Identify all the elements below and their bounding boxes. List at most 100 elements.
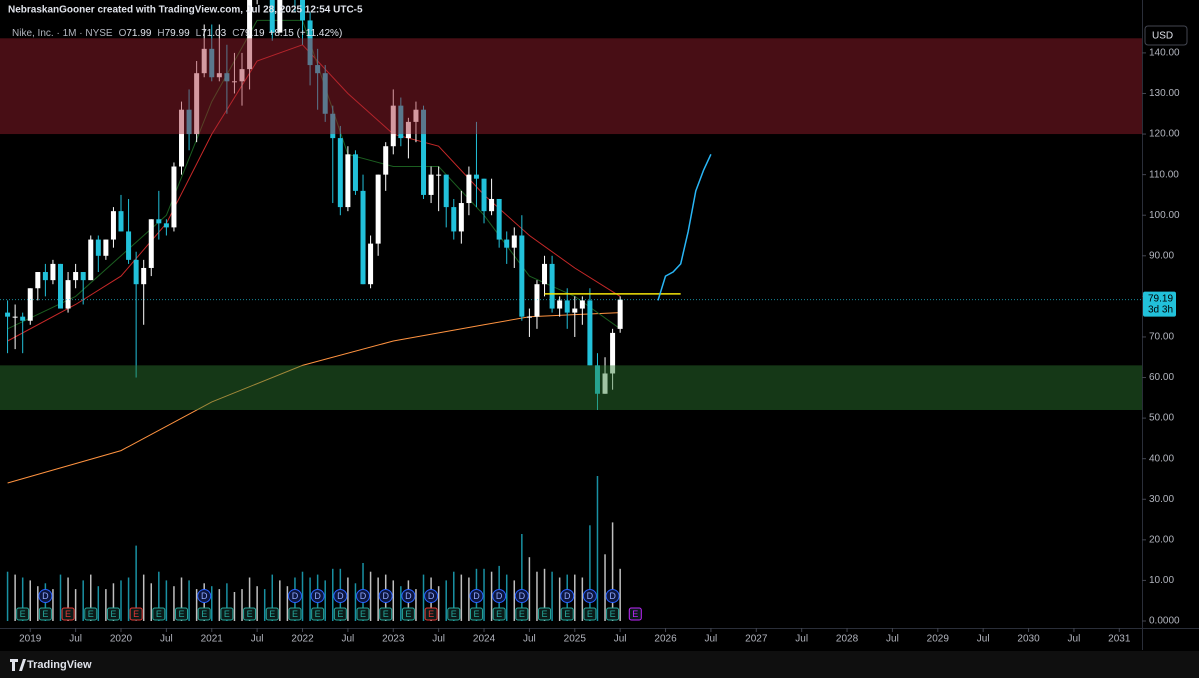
earnings-label[interactable]: E [110, 609, 116, 619]
dividend-marker[interactable] [356, 589, 371, 603]
earnings-marker[interactable] [379, 607, 393, 621]
earnings-marker[interactable] [243, 607, 257, 621]
dividend-label[interactable]: D [587, 591, 594, 601]
earnings-label[interactable]: E [42, 609, 48, 619]
earnings-label[interactable]: E [179, 609, 185, 619]
earnings-marker[interactable] [106, 607, 120, 621]
candle-body [300, 0, 306, 21]
earnings-label[interactable]: E [269, 609, 275, 619]
currency[interactable]: USD [1152, 31, 1173, 42]
x-tick-label: 2031 [1108, 634, 1131, 645]
earnings-marker[interactable] [220, 607, 234, 621]
dividend-marker[interactable] [197, 589, 212, 603]
earnings-marker[interactable] [515, 607, 529, 621]
earnings-marker[interactable] [288, 607, 302, 621]
earnings-label[interactable]: E [428, 609, 434, 619]
earnings-marker[interactable] [61, 607, 75, 621]
dividend-marker[interactable] [310, 589, 325, 603]
earnings-label[interactable]: E [451, 609, 457, 619]
x-tick-label: Jul [523, 634, 536, 645]
dividend-label[interactable]: D [473, 591, 480, 601]
dividend-label[interactable]: D [337, 591, 344, 601]
dividend-marker[interactable] [492, 589, 507, 603]
earnings-marker[interactable] [560, 607, 574, 621]
dividend-marker[interactable] [469, 589, 484, 603]
earnings-marker[interactable] [606, 607, 620, 621]
dividend-label[interactable]: D [405, 591, 412, 601]
earnings-marker[interactable] [265, 607, 279, 621]
dividend-marker[interactable] [582, 589, 597, 603]
earnings-label[interactable]: E [360, 609, 366, 619]
dividend-marker[interactable] [424, 589, 439, 603]
earnings-label[interactable]: E [564, 609, 570, 619]
earnings-marker[interactable] [38, 607, 52, 621]
candle-body [534, 284, 540, 317]
earnings-label[interactable]: E [88, 609, 94, 619]
candle-body [126, 231, 132, 260]
earnings-label[interactable]: E [156, 609, 162, 619]
earnings-label[interactable]: E [542, 609, 548, 619]
earnings-label[interactable]: E [383, 609, 389, 619]
earnings-label[interactable]: E [224, 609, 230, 619]
earnings-marker[interactable] [538, 607, 552, 621]
dividend-label[interactable]: D [496, 591, 503, 601]
earnings-marker[interactable] [469, 607, 483, 621]
earnings-label[interactable]: E [337, 609, 343, 619]
dividend-label[interactable]: D [519, 591, 526, 601]
dividend-label[interactable]: D [428, 591, 435, 601]
earnings-marker[interactable] [401, 607, 415, 621]
dividend-label[interactable]: D [360, 591, 367, 601]
earnings-marker[interactable] [311, 607, 325, 621]
earnings-label[interactable]: E [201, 609, 207, 619]
earnings-marker[interactable] [447, 607, 461, 621]
volume-bar [596, 476, 599, 621]
earnings-label[interactable]: E [587, 609, 593, 619]
earnings-marker[interactable] [84, 607, 98, 621]
earnings-label[interactable]: E [496, 609, 502, 619]
dividend-marker[interactable] [38, 589, 53, 603]
dividend-marker[interactable] [333, 589, 348, 603]
candle-body [224, 73, 230, 82]
dividend-marker[interactable] [401, 589, 416, 603]
earnings-label[interactable]: E [247, 609, 253, 619]
earnings-label[interactable]: E [133, 609, 139, 619]
dividend-label[interactable]: D [292, 591, 299, 601]
earnings-label[interactable]: E [519, 609, 525, 619]
dividend-marker[interactable] [287, 589, 302, 603]
footer-bar [0, 651, 1199, 678]
earnings-marker[interactable] [16, 607, 30, 621]
earnings-marker[interactable] [129, 607, 143, 621]
dividend-label[interactable]: D [564, 591, 571, 601]
dividend-marker[interactable] [378, 589, 393, 603]
earnings-marker[interactable] [333, 607, 347, 621]
earnings-marker[interactable] [152, 607, 166, 621]
earnings-marker[interactable] [492, 607, 506, 621]
dividend-label[interactable]: D [382, 591, 389, 601]
earnings-label[interactable]: E [473, 609, 479, 619]
earnings-label[interactable]: E [292, 609, 298, 619]
earnings-marker[interactable] [197, 607, 211, 621]
dividend-label[interactable]: D [609, 591, 616, 601]
currency-box[interactable] [1144, 25, 1188, 46]
earnings-label[interactable]: E [65, 609, 71, 619]
dividend-marker[interactable] [605, 589, 620, 603]
earnings-marker[interactable] [356, 607, 370, 621]
volume-bar [59, 574, 62, 621]
earnings-label[interactable]: E [632, 609, 638, 619]
dividend-label[interactable]: D [42, 591, 49, 601]
dividend-marker[interactable] [514, 589, 529, 603]
earnings-marker[interactable] [628, 607, 642, 621]
earnings-marker[interactable] [424, 607, 438, 621]
earnings-label[interactable]: E [315, 609, 321, 619]
earnings-marker[interactable] [175, 607, 189, 621]
dividend-marker[interactable] [560, 589, 575, 603]
candle-body [526, 316, 532, 318]
earnings-label[interactable]: E [610, 609, 616, 619]
earnings-label[interactable]: E [20, 609, 26, 619]
legend-value: 79.19 [239, 28, 264, 39]
dividend-label[interactable]: D [201, 591, 208, 601]
earnings-label[interactable]: E [405, 609, 411, 619]
dividend-label[interactable]: D [314, 591, 321, 601]
candle-body [42, 272, 48, 281]
earnings-marker[interactable] [583, 607, 597, 621]
